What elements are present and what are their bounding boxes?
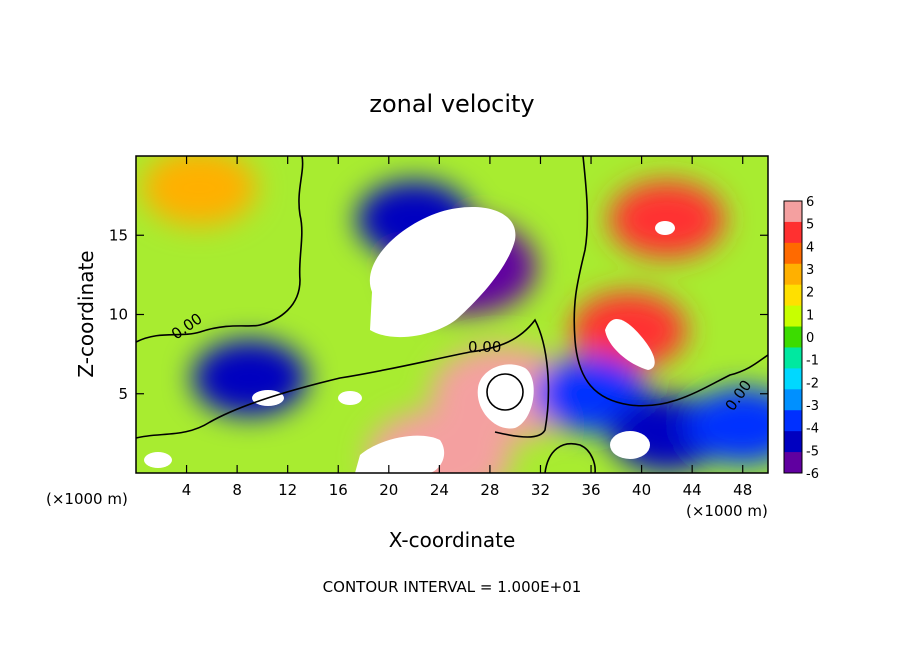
colorbar-segment <box>784 410 802 432</box>
x-tick-label: 36 <box>581 481 600 499</box>
y-axis-label: Z-coordinate <box>74 250 98 377</box>
contour-label-center: 0.00 <box>468 338 501 356</box>
colorbar-tick-label: -2 <box>806 376 819 391</box>
x-tick-label: 44 <box>683 481 702 499</box>
saturated-negative-core <box>369 207 516 338</box>
plot-area: 0.00 0.00 0.00 4 8 12 16 20 24 28 32 36 40 44 48 51… <box>109 155 769 499</box>
contour-inner <box>486 373 524 411</box>
saturated-negative-left-2 <box>338 391 362 405</box>
colorbar-segment <box>784 201 802 223</box>
colorbar-frame <box>783 200 803 474</box>
colorbar-tick-label: -1 <box>806 354 819 369</box>
colorbar-segment <box>784 431 802 453</box>
x-tick-label: 20 <box>379 481 398 499</box>
colorbar-tick-label: 4 <box>806 240 814 255</box>
colorbar-segment <box>784 326 802 348</box>
chart-title: zonal velocity <box>369 90 534 118</box>
colorbar-segment <box>784 389 802 411</box>
colorbar-tick-label: -4 <box>806 422 819 437</box>
x-axis-label: X-coordinate <box>389 528 516 552</box>
x-tick-label: 24 <box>430 481 449 499</box>
colorbar-segment <box>784 347 802 369</box>
velocity-field <box>141 156 768 473</box>
colorbar-tick-label: 6 <box>806 195 814 210</box>
saturated-positive-top <box>655 221 675 235</box>
contour-interval-note: CONTOUR INTERVAL = 1.000E+01 <box>323 578 582 596</box>
saturated-positive-base <box>355 435 445 473</box>
field-feature-positive <box>141 156 257 227</box>
saturated-positive-tongue <box>605 319 655 370</box>
colorbar-tick-label: -3 <box>806 399 819 414</box>
y-tick-label: 10 <box>109 306 128 324</box>
x-tick-label: 32 <box>531 481 550 499</box>
x-units-label-left: (×1000 m) <box>46 490 128 508</box>
colorbar-tick-label: 3 <box>806 263 814 278</box>
field-feature-positive <box>609 181 725 258</box>
colorbar: 6 5 4 3 2 1 0 -1 -2 -3 -4 -5 -6 <box>783 195 819 482</box>
saturated-negative-left-3 <box>144 452 172 468</box>
saturated-negative-bottom <box>610 431 650 459</box>
colorbar-tick-label: -5 <box>806 444 819 459</box>
colorbar-tick-label: -6 <box>806 467 819 482</box>
colorbar-segment <box>784 305 802 328</box>
zero-contours <box>136 156 768 473</box>
colorbar-segment <box>784 368 802 390</box>
x-units-label-right: (×1000 m) <box>686 502 768 520</box>
colorbar-segment <box>784 242 802 265</box>
y-tick-label: 5 <box>118 385 128 403</box>
colorbar-tick-label: 2 <box>806 286 814 301</box>
zero-contour-right <box>573 156 768 407</box>
x-tick-label: 28 <box>480 481 499 499</box>
zero-contour-lower <box>136 318 550 439</box>
x-tick-label: 8 <box>232 481 242 499</box>
x-tick-label: 48 <box>733 481 752 499</box>
y-axis: 5 10 15 <box>109 226 768 403</box>
colorbar-segment <box>784 221 802 244</box>
zero-contour-main <box>136 156 304 343</box>
colorbar-tick-label: 1 <box>806 308 814 323</box>
colorbar-tick-label: 0 <box>806 331 814 346</box>
colorbar-segment <box>784 263 802 286</box>
colorbar-tick-label: 5 <box>806 218 814 233</box>
colorbar-segment <box>784 284 802 307</box>
y-tick-label: 15 <box>109 226 128 244</box>
x-tick-label: 40 <box>632 481 651 499</box>
colorbar-segment <box>784 452 802 474</box>
zero-contour-bottom <box>544 443 596 473</box>
x-tick-label: 16 <box>329 481 348 499</box>
x-tick-label: 4 <box>182 481 192 499</box>
x-tick-label: 12 <box>278 481 297 499</box>
field-feature-negative <box>685 387 768 464</box>
x-axis: 4 8 12 16 20 24 28 32 36 40 44 48 <box>182 156 752 499</box>
